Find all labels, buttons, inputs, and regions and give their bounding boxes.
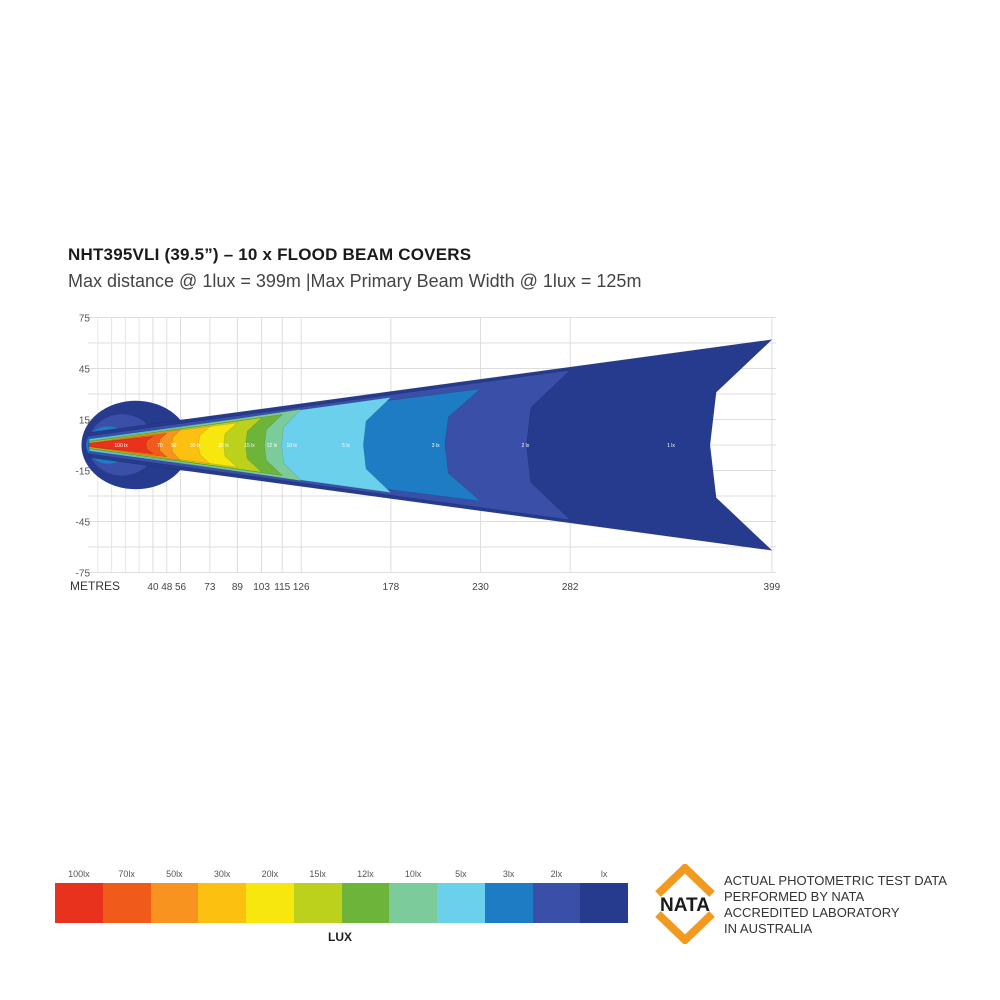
nata-line: ACTUAL PHOTOMETRIC TEST DATA [724, 873, 947, 888]
nata-statement: ACTUAL PHOTOMETRIC TEST DATA PERFORMED B… [724, 873, 947, 937]
zone-label: 15 lx [244, 443, 255, 449]
y-tick-label: 45 [79, 365, 91, 376]
legend-swatch [198, 883, 246, 923]
legend-label: 100lx [68, 869, 90, 879]
y-tick-label: -75 [76, 569, 91, 580]
x-tick-label: 230 [472, 582, 489, 593]
legend-label: 15lx [309, 869, 326, 879]
zone-label: 12 lx [267, 443, 278, 449]
zone-label: 30 lx [190, 443, 201, 449]
beam-zone-100lx [88, 436, 154, 454]
y-tick-label: 75 [79, 314, 91, 325]
x-tick-label: 40 [147, 582, 159, 593]
x-tick-label: 178 [383, 582, 400, 593]
legend-label: lx [600, 869, 608, 879]
zone-label: 3 lx [432, 443, 440, 449]
nata-chevron-up-icon [655, 864, 715, 897]
x-tick-label: 56 [175, 582, 187, 593]
legend-label: 5lx [455, 869, 467, 879]
legend-swatch [484, 883, 533, 923]
legend-labels: 100lx 70lx 50lx 30lx 20lx 15lx 12lx 10lx 5lx 3lx 2… [55, 869, 628, 879]
chart-subtitle: Max distance @ 1lux = 399m |Max Primary … [68, 271, 642, 291]
legend-swatch [389, 883, 437, 923]
legend-color-bar [55, 883, 628, 923]
zone-label: 10 lx [286, 443, 297, 449]
y-tick-label: -45 [76, 518, 91, 529]
x-tick-label: 399 [764, 582, 781, 593]
nata-line: ACCREDITED LABORATORY [724, 905, 900, 920]
legend-label: 12lx [357, 869, 374, 879]
x-tick-label: 89 [232, 582, 244, 593]
x-tick-label: 103 [253, 582, 270, 593]
x-tick-label: 282 [562, 582, 579, 593]
legend-swatch [102, 883, 151, 923]
zone-label: 5 lx [342, 443, 350, 449]
legend-swatch [55, 883, 103, 923]
x-tick-label: 115 [274, 582, 290, 593]
y-tick-label: -15 [76, 467, 91, 478]
x-tick-label: 126 [293, 582, 310, 593]
legend-label: 2lx [550, 869, 563, 879]
legend-label: 20lx [261, 869, 279, 879]
zone-label: 70 [157, 443, 163, 449]
legend-label: 3lx [502, 869, 515, 879]
beam-plot: 100 lx 70 50 30 lx 20 lx 15 lx 12 lx 10 lx 5 lx 3… [70, 314, 781, 594]
zone-label: 50 [171, 443, 177, 449]
legend-title: LUX [328, 930, 352, 944]
legend-label: 10lx [404, 869, 422, 879]
legend-swatch [341, 883, 390, 923]
legend-label: 50lx [166, 869, 183, 879]
x-tick-label: 48 [161, 582, 173, 593]
x-tick-label: 73 [204, 582, 216, 593]
nata-chevron-down-icon [655, 911, 715, 944]
zone-label: 100 lx [114, 443, 128, 449]
x-axis-label: METRES [70, 579, 120, 593]
legend-swatch [437, 883, 485, 923]
zone-label: 20 lx [218, 443, 229, 449]
legend-label: 70lx [118, 869, 135, 879]
nata-logo-text: NATA [660, 895, 710, 916]
legend-swatch [150, 883, 199, 923]
nata-line: PERFORMED BY NATA [724, 889, 865, 904]
legend-swatch [246, 883, 294, 923]
legend-swatch [532, 883, 581, 923]
zone-label: 2 lx [521, 443, 529, 449]
legend-label: 30lx [213, 869, 231, 879]
nata-line: IN AUSTRALIA [724, 921, 813, 936]
chart-title: NHT395VLI (39.5”) – 10 x FLOOD BEAM COVE… [68, 245, 472, 264]
zone-label: 1 lx [667, 443, 675, 449]
y-tick-label: 15 [79, 416, 91, 427]
legend-swatch [580, 883, 628, 923]
legend-swatch [293, 883, 342, 923]
nata-logo: NATA [655, 864, 715, 944]
